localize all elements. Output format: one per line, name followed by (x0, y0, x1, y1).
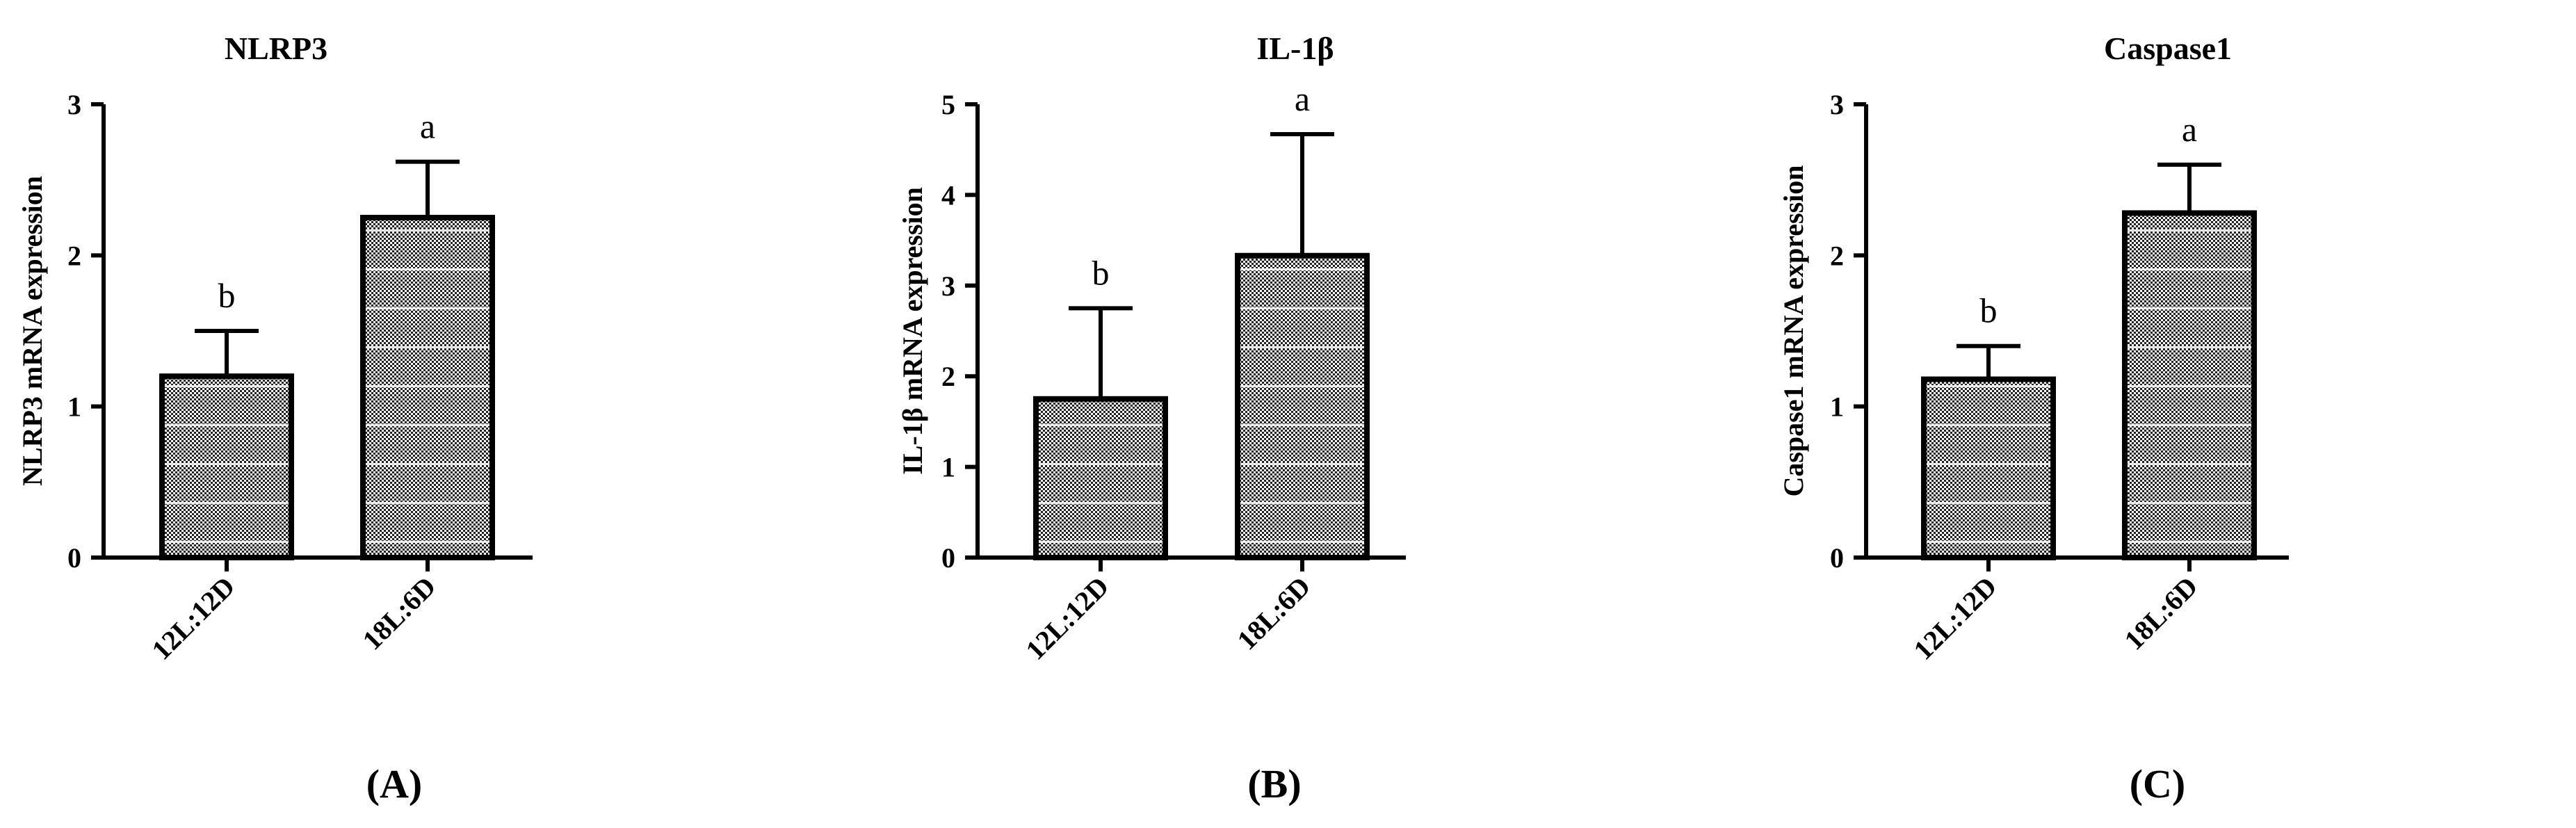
bar-texture (162, 376, 291, 558)
y-tick-label: 2 (67, 240, 81, 271)
panel-b-ylabel: IL-1β mRNA expression (897, 187, 928, 475)
significance-letter: b (218, 276, 236, 315)
panel-b-x-ticks: 12L:12D 18L:6D (1019, 558, 1316, 666)
panel-b-label: (B) (1247, 761, 1301, 806)
y-tick-label: 0 (1830, 542, 1844, 574)
bar-texture (1036, 398, 1165, 558)
panel-c-y-ticks: 0 1 2 3 (1830, 89, 1866, 574)
bar-texture (363, 218, 492, 558)
y-tick-label: 0 (67, 542, 81, 574)
bar-texture (2125, 213, 2254, 558)
y-tick-label: 2 (941, 361, 955, 392)
significance-letter: a (420, 107, 435, 146)
panel-c-x-ticks: 12L:12D 18L:6D (1907, 558, 2203, 666)
panel-c-title: Caspase1 (2104, 31, 2232, 66)
panel-b-bars: ba (1033, 79, 1370, 560)
panel-c-label: (C) (2130, 761, 2186, 806)
y-tick-label: 1 (941, 452, 955, 483)
y-tick-label: 3 (67, 89, 81, 120)
x-tick-label: 12L:12D (1019, 571, 1115, 666)
x-tick-label: 12L:12D (1907, 571, 2002, 666)
significance-letter: a (2182, 110, 2197, 149)
y-tick-label: 5 (941, 89, 955, 120)
panel-c-bars: ba (1921, 110, 2257, 561)
y-tick-label: 1 (1830, 391, 1844, 423)
panel-b-y-ticks: 0 1 2 3 4 5 (941, 89, 978, 574)
y-tick-label: 2 (1830, 240, 1844, 271)
significance-letter: b (1980, 291, 1998, 330)
panel-c: Caspase1 Caspase1 mRNA expression 0 1 2 3 b… (1778, 31, 2289, 806)
x-tick-label: 18L:6D (1231, 571, 1316, 656)
y-tick-label: 4 (941, 179, 955, 211)
panel-a-label: (A) (366, 761, 423, 806)
panel-b-title: IL-1β (1256, 31, 1334, 66)
panel-a-title: NLRP3 (225, 31, 327, 66)
x-tick-label: 18L:6D (356, 571, 442, 656)
x-tick-label: 18L:6D (2118, 571, 2203, 656)
y-tick-label: 3 (1830, 89, 1844, 120)
panel-a-y-ticks: 0 1 2 3 (67, 89, 104, 574)
y-tick-label: 1 (67, 391, 81, 423)
panel-a-bars: ba (159, 107, 495, 560)
bar-texture (1924, 379, 2053, 558)
panel-a-ylabel: NLRP3 mRNA expression (17, 176, 48, 486)
y-tick-label: 0 (941, 542, 955, 574)
panel-c-ylabel: Caspase1 mRNA expression (1778, 165, 1809, 496)
significance-letter: a (1295, 79, 1310, 118)
x-tick-label: 12L:12D (145, 571, 241, 666)
y-tick-label: 3 (941, 270, 955, 302)
significance-letter: b (1092, 253, 1110, 292)
panel-a-x-ticks: 12L:12D 18L:6D (145, 558, 442, 666)
bar-texture (1238, 255, 1367, 558)
